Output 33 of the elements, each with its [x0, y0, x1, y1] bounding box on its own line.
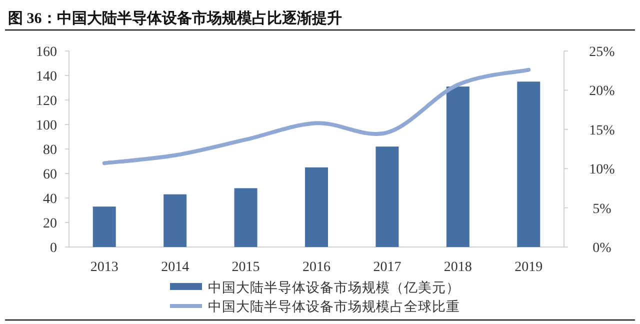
x-tick-label: 2016	[302, 260, 330, 275]
y-tick-label: 0	[50, 241, 57, 256]
bar	[234, 188, 258, 247]
y2-tick-label: 0%	[592, 241, 612, 256]
legend-label: 中国大陆半导体设备市场规模占全球比重	[208, 299, 460, 314]
y-tick-label: 160	[36, 45, 57, 60]
y-tick-label: 140	[36, 70, 57, 84]
x-tick-label: 2017	[373, 260, 402, 275]
x-tick-label: 2013	[90, 260, 118, 275]
x-tick-label: 2015	[232, 260, 260, 275]
y-tick-label: 80	[43, 143, 57, 158]
x-tick-label: 2014	[161, 260, 190, 275]
bar	[305, 167, 328, 247]
x-tick-label: 2018	[444, 260, 472, 275]
y2-tick-label: 20%	[589, 84, 616, 100]
bar	[446, 86, 470, 247]
bar	[376, 146, 399, 247]
y2-tick-label: 10%	[589, 162, 616, 178]
y-tick-label: 40	[43, 192, 57, 207]
chart-title: 图 36：中国大陆半导体设备市场规模占比逐渐提升	[8, 9, 342, 27]
bar	[92, 206, 116, 247]
y2-tick-label: 15%	[589, 123, 616, 138]
bar	[164, 194, 187, 247]
y-tick-label: 100	[36, 118, 57, 134]
bar	[517, 82, 540, 247]
y-tick-label: 120	[36, 94, 57, 109]
x-tick-label: 2019	[514, 260, 543, 275]
y2-tick-label: 5%	[592, 202, 612, 217]
y-tick-label: 60	[43, 168, 57, 182]
line-series	[102, 68, 531, 166]
y2-tick-label: 25%	[589, 45, 616, 60]
y-tick-label: 20	[43, 216, 57, 232]
legend-label: 中国大陆半导体设备市场规模（亿美元）	[208, 280, 460, 295]
